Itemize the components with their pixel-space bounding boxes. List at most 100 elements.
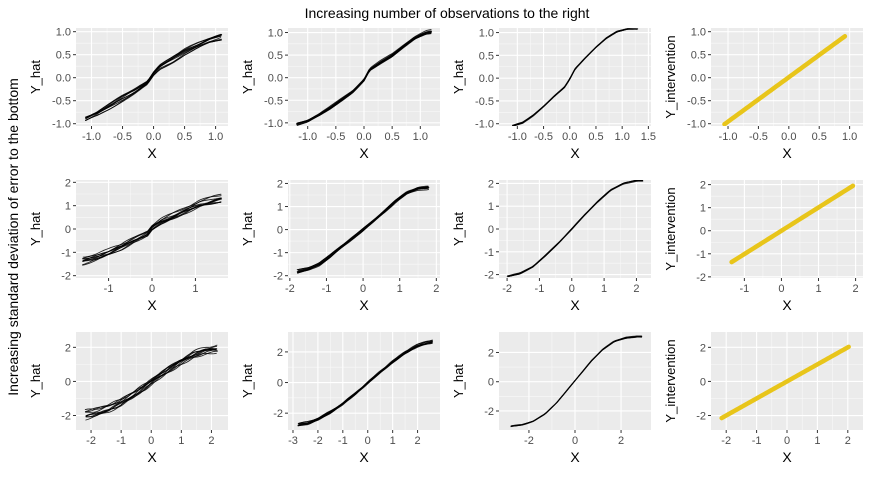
- y-tick-label: 1.0: [268, 28, 283, 40]
- fitted-curve: [83, 201, 222, 261]
- fitted-curve: [296, 32, 432, 125]
- series-group: [722, 34, 848, 126]
- y-tick-label: -2: [273, 271, 283, 283]
- x-tick-label: 1: [192, 283, 198, 295]
- y-tick-label: 2: [700, 180, 706, 192]
- fitted-curve: [296, 186, 430, 271]
- panel-background: [499, 28, 651, 126]
- y-tick-label: 0.0: [691, 73, 706, 85]
- x-tick-label: 2: [853, 283, 859, 295]
- x-tick-label: -2: [313, 435, 323, 447]
- y-tick-label: -2: [61, 271, 71, 283]
- x-tick-label: 1: [814, 435, 820, 447]
- chart-panel-r3c2: -3 -2 -1 0 1 2 -2 0 2 X Y_hat: [240, 332, 440, 465]
- y-axis-title: Y_intervention: [663, 339, 678, 422]
- x-tick-label: 0: [360, 283, 366, 295]
- x-tick-label: -1: [116, 435, 126, 447]
- fitted-curve: [511, 28, 638, 126]
- series-group: [296, 29, 432, 126]
- y-tick-label: 2: [700, 342, 706, 354]
- y-tick-label: -0.5: [687, 96, 706, 108]
- x-tick-label: -1: [322, 283, 332, 295]
- x-tick-label: 1.0: [208, 131, 223, 143]
- series-group: [82, 193, 222, 266]
- y-axis-title: Y_hat: [240, 212, 255, 246]
- fitted-curve: [85, 350, 218, 418]
- x-tick-label: 1: [815, 283, 821, 295]
- y-tick-label: -1.0: [687, 119, 706, 131]
- x-tick-label: 2: [433, 283, 439, 295]
- series-group: [297, 339, 433, 427]
- y-tick-label: -1: [484, 247, 494, 259]
- minor-gridlines: [499, 28, 651, 126]
- fitted-curve: [297, 187, 429, 273]
- y-tick-label: 1.0: [56, 27, 71, 39]
- y-tick-label: 0.5: [479, 50, 494, 62]
- y-axis-title: Y_intervention: [663, 35, 678, 118]
- y-tick-label: -0.5: [475, 96, 494, 108]
- x-tick-label: 1.5: [641, 131, 656, 143]
- x-tick-label: 0.0: [562, 131, 577, 143]
- y-tick-label: -2: [696, 411, 706, 423]
- x-tick-label: -1: [752, 435, 762, 447]
- y-tick-label: 2: [65, 177, 71, 189]
- x-axis-title: X: [570, 297, 580, 313]
- x-tick-label: 1: [397, 283, 403, 295]
- series-group: [719, 344, 851, 421]
- x-tick-label: -2: [721, 435, 731, 447]
- y-tick-label: 2: [488, 347, 494, 359]
- x-tick-label: -1.0: [298, 131, 317, 143]
- x-axis-title: X: [359, 449, 369, 465]
- series-group: [296, 185, 430, 274]
- y-tick-label: 2: [488, 178, 494, 190]
- series-group: [506, 180, 644, 278]
- y-tick-label: 0.0: [479, 73, 494, 85]
- y-tick-label: 2: [277, 347, 283, 359]
- y-tick-label: -2: [484, 270, 494, 282]
- fitted-curve: [511, 336, 643, 427]
- x-axis-title: X: [570, 449, 580, 465]
- x-tick-label: 1.0: [413, 131, 428, 143]
- series-group: [729, 183, 856, 265]
- x-tick-label: 2: [208, 435, 214, 447]
- x-axis-title: X: [782, 145, 792, 161]
- fitted-curve: [507, 180, 644, 277]
- x-tick-label: 2: [845, 435, 851, 447]
- y-axis-title: Y_hat: [240, 364, 255, 398]
- y-tick-label: 0.0: [56, 73, 71, 85]
- intervention-line: [729, 183, 856, 265]
- y-tick-label: -0.5: [264, 95, 283, 107]
- x-axis-title: X: [782, 297, 792, 313]
- fitted-curve: [85, 38, 222, 121]
- chart-panel-r1c2: -1.0 -0.5 0.0 0.5 1.0 -1.0 -0.5 0.0 0.5 1.0 X Y_hat: [240, 28, 440, 161]
- chart-panel-r1c1: -1.0 -0.5 0.0 0.5 1.0 -1.0 -0.5 0.0 0.5 1.0 X Y_hat: [28, 27, 228, 161]
- series-group: [510, 335, 643, 428]
- x-tick-label: -2: [524, 435, 534, 447]
- y-tick-label: -1: [273, 248, 283, 260]
- y-tick-label: 0: [488, 377, 494, 389]
- x-tick-label: 0.5: [588, 131, 603, 143]
- fitted-curve: [297, 29, 432, 124]
- x-tick-label: -1: [104, 283, 114, 295]
- y-tick-label: -1: [696, 249, 706, 261]
- x-tick-label: 2: [415, 435, 421, 447]
- chart-panel-r3c4: -2 -1 0 1 2 -2 0 2 X Y_intervention: [663, 332, 863, 465]
- x-tick-label: 2: [618, 435, 624, 447]
- x-tick-label: 0: [784, 435, 790, 447]
- y-tick-label: -1: [61, 247, 71, 259]
- x-tick-label: -0.5: [749, 131, 768, 143]
- chart-panel-r2c3: -2 -1 0 1 2 -2 -1 0 1 2 X Y_hat: [451, 178, 651, 313]
- y-tick-label: -2: [61, 411, 71, 423]
- chart-panel-r2c1: -1 0 1 -2 -1 0 1 2 X Y_hat: [28, 177, 228, 313]
- y-tick-label: 1: [700, 203, 706, 215]
- x-tick-label: -2: [86, 435, 96, 447]
- fitted-curve: [298, 341, 433, 426]
- x-tick-label: -0.5: [113, 131, 132, 143]
- x-tick-label: 1: [390, 435, 396, 447]
- y-axis-title: Y_hat: [28, 212, 43, 246]
- y-tick-label: 0.5: [691, 50, 706, 62]
- fitted-curve: [85, 35, 222, 120]
- x-tick-label: 0.0: [146, 131, 161, 143]
- x-tick-label: -2: [285, 283, 295, 295]
